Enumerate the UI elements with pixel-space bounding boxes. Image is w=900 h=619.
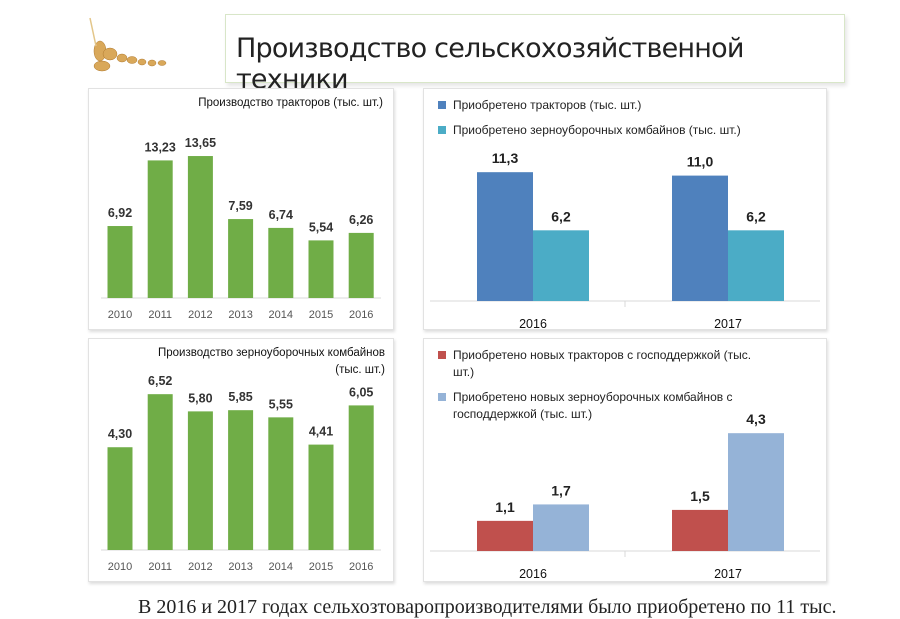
bar bbox=[268, 417, 294, 550]
bar bbox=[107, 226, 133, 298]
bar bbox=[187, 411, 213, 550]
x-tick-label: 2015 bbox=[309, 309, 333, 321]
bar bbox=[348, 405, 374, 550]
chart-combine-production: Производство зерноуборочных комбайнов (ты… bbox=[88, 338, 394, 582]
legend-swatch bbox=[438, 126, 446, 134]
data-label: 6,2 bbox=[551, 208, 571, 224]
bar bbox=[672, 175, 728, 301]
data-label: 6,2 bbox=[746, 208, 766, 224]
legend-swatch bbox=[438, 393, 446, 401]
wheat-logo bbox=[89, 17, 167, 72]
bar bbox=[533, 230, 589, 301]
legend-label: Приобретено новых зерноуборочных комбайн… bbox=[453, 390, 732, 404]
x-tick-label: 2011 bbox=[148, 309, 172, 321]
x-tick-label: 2011 bbox=[148, 561, 172, 573]
data-label: 5,85 bbox=[228, 390, 252, 404]
x-tick-label: 2010 bbox=[108, 561, 132, 573]
x-tick-label: 2013 bbox=[228, 561, 252, 573]
data-label: 7,59 bbox=[228, 199, 252, 213]
data-label: 5,54 bbox=[309, 220, 333, 234]
x-tick-label: 2013 bbox=[228, 309, 252, 321]
data-label: 11,0 bbox=[687, 154, 714, 170]
legend-swatch bbox=[438, 351, 446, 359]
legend-label: Приобретено тракторов (тыс. шт.) bbox=[453, 98, 641, 112]
bar bbox=[308, 240, 334, 298]
x-tick-label: 2017 bbox=[714, 317, 742, 329]
data-label: 6,26 bbox=[349, 213, 373, 227]
x-tick-label: 2012 bbox=[188, 309, 212, 321]
chart-title: Производство тракторов (тыс. шт.) bbox=[198, 97, 383, 109]
data-label: 13,23 bbox=[145, 140, 176, 154]
x-tick-label: 2014 bbox=[269, 561, 293, 573]
x-tick-label: 2016 bbox=[519, 567, 547, 581]
bar bbox=[228, 219, 254, 298]
legend-label: господдержкой (тыс. шт.) bbox=[453, 407, 592, 421]
bar bbox=[728, 230, 784, 301]
data-label: 6,05 bbox=[349, 385, 373, 399]
data-label: 4,41 bbox=[309, 425, 333, 439]
data-label: 5,80 bbox=[188, 391, 212, 405]
chart-purchased-machinery: Приобретено тракторов (тыс. шт.) Приобрет… bbox=[423, 88, 827, 331]
data-label: 1,7 bbox=[551, 482, 571, 498]
chart-subtitle: (тыс. шт.) bbox=[335, 364, 385, 376]
data-label: 1,5 bbox=[690, 488, 710, 504]
chart-tractor-production: Производство тракторов (тыс. шт.) 6,92 201… bbox=[88, 88, 394, 330]
x-tick-label: 2014 bbox=[269, 309, 293, 321]
bar bbox=[533, 504, 589, 551]
x-tick-label: 2012 bbox=[188, 561, 212, 573]
bar bbox=[477, 520, 533, 551]
bar bbox=[348, 232, 374, 298]
bar bbox=[228, 410, 254, 550]
data-label: 1,1 bbox=[495, 499, 515, 515]
chart-title: Производство зерноуборочных комбайнов bbox=[158, 347, 385, 359]
legend-label: Приобретено зерноуборочных комбайнов (ты… bbox=[453, 123, 741, 137]
title-box: Производство сельскохозяйственной техник… bbox=[225, 14, 845, 95]
bar bbox=[187, 156, 213, 298]
data-label: 6,52 bbox=[148, 374, 172, 388]
chart-purchased-with-support: Приобретено новых тракторов с господдерж… bbox=[423, 338, 827, 582]
x-tick-label: 2016 bbox=[349, 561, 373, 573]
page-title: Производство сельскохозяйственной техник… bbox=[236, 33, 744, 95]
legend-label: Приобретено новых тракторов с господдерж… bbox=[453, 348, 751, 362]
data-label: 6,74 bbox=[269, 208, 293, 222]
legend-swatch bbox=[438, 101, 446, 109]
x-tick-label: 2016 bbox=[519, 317, 547, 329]
bar bbox=[147, 394, 173, 550]
x-tick-label: 2010 bbox=[108, 309, 132, 321]
x-tick-label: 2015 bbox=[309, 561, 333, 573]
body-text: В 2016 и 2017 годах сельхозтоваропроизво… bbox=[138, 596, 837, 618]
data-label: 11,3 bbox=[492, 150, 519, 166]
data-label: 5,55 bbox=[269, 397, 293, 411]
bar bbox=[672, 509, 728, 551]
bar bbox=[147, 160, 173, 298]
data-label: 4,30 bbox=[108, 427, 132, 441]
bar bbox=[107, 447, 133, 550]
legend-label: шт.) bbox=[453, 365, 474, 379]
bar bbox=[308, 444, 334, 550]
x-tick-label: 2017 bbox=[714, 567, 742, 581]
bar bbox=[728, 433, 784, 551]
data-label: 13,65 bbox=[185, 136, 216, 150]
bar bbox=[477, 172, 533, 301]
data-label: 4,3 bbox=[746, 411, 766, 427]
bar bbox=[268, 227, 294, 298]
x-tick-label: 2016 bbox=[349, 309, 373, 321]
data-label: 6,92 bbox=[108, 206, 132, 220]
